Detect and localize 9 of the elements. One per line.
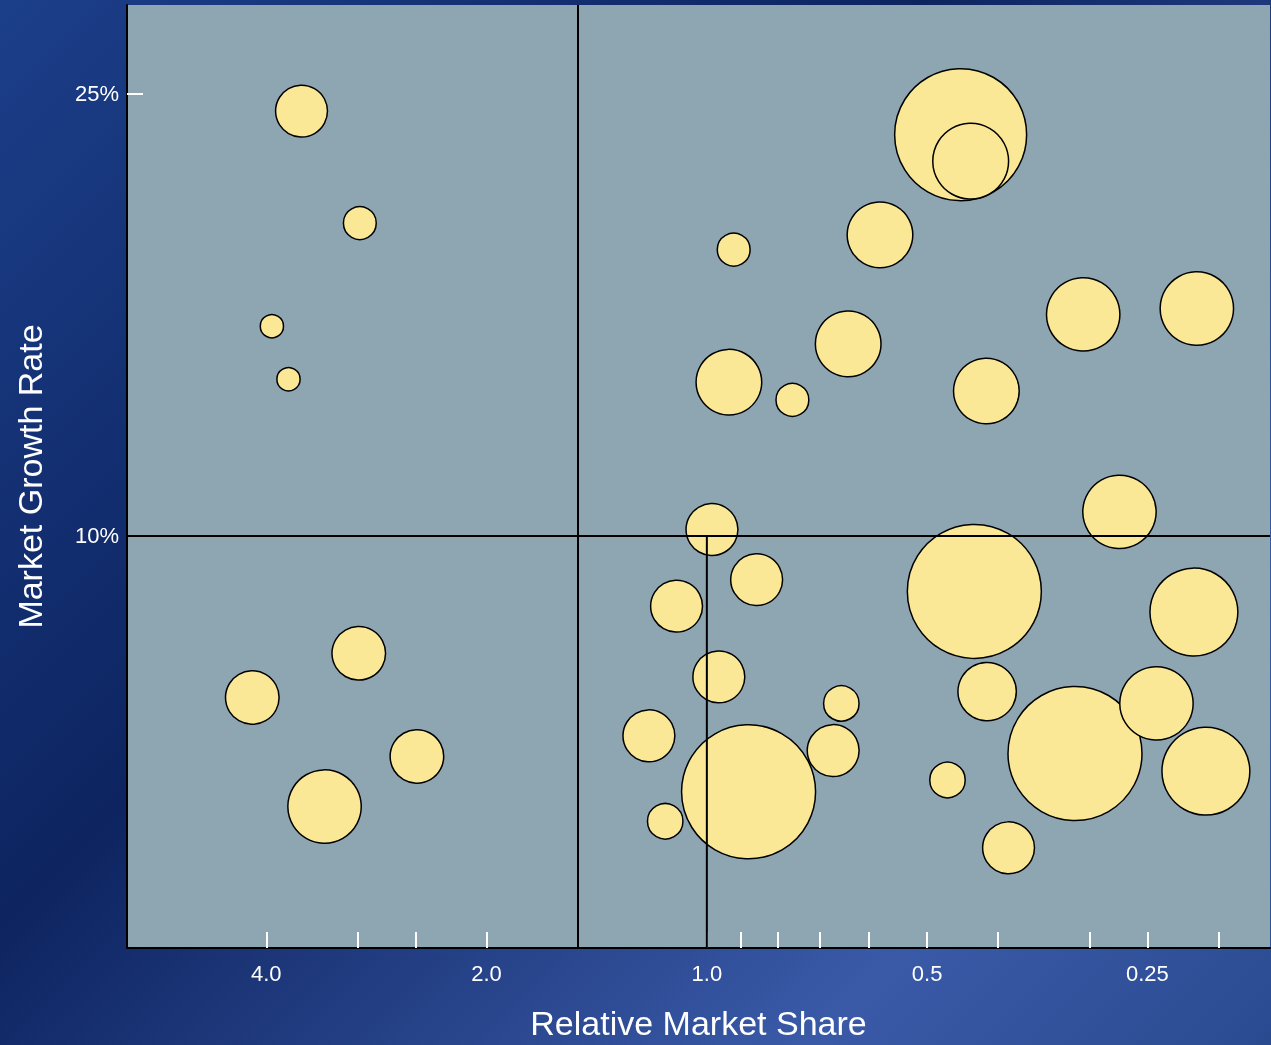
x-tick-label: 0.5 <box>911 960 943 986</box>
x-tick-label: 2.0 <box>471 960 502 986</box>
y-tick-label: 25% <box>74 80 119 106</box>
x-tick-label: 0.25 <box>1126 960 1169 986</box>
x-tick-label: 1.0 <box>691 960 723 986</box>
y-axis-title: Market Growth Rate <box>11 324 49 629</box>
x-tick-label: 4.0 <box>250 960 282 986</box>
x-axis-title: Relative Market Share <box>530 1004 867 1042</box>
y-tick-label: 10% <box>74 522 119 548</box>
